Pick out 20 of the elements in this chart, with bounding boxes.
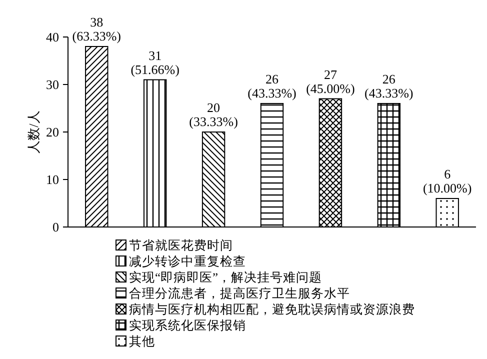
data-label: 20 (33.33%) [189,100,238,129]
data-label: 26 (43.33%) [248,72,296,100]
data-label: 31 (51.66%) [130,48,180,77]
legend-label: 其他 [129,334,155,348]
data-label: 26 (43.33%) [364,72,414,100]
legend-label: 病情与医疗机构相匹配，避免耽误病情或资源浪费 [129,302,415,316]
data-label: 6 (10.00%) [422,166,472,196]
legend-label: 实现“即病即医”，解决挂号难问题 [129,270,322,284]
y-tick-label: 0 [52,220,59,235]
y-tick-label: 20 [46,124,59,140]
data-label: 38 (63.33%) [72,14,122,44]
y-tick-label: 10 [46,172,59,188]
y-tick-label: 40 [46,30,59,45]
y-tick-label: 30 [46,77,59,92]
y-axis-title: 人数/人 [26,110,41,154]
legend-label: 节省就医花费时间 [129,238,233,252]
legend-label: 实现系统化医保报销 [129,318,246,332]
data-label: 27 (45.00%) [306,66,355,96]
legend-label: 减少转诊中重复检查 [129,254,246,268]
legend-label: 合理分流患者，提高医疗卫生服务水平 [129,286,350,300]
